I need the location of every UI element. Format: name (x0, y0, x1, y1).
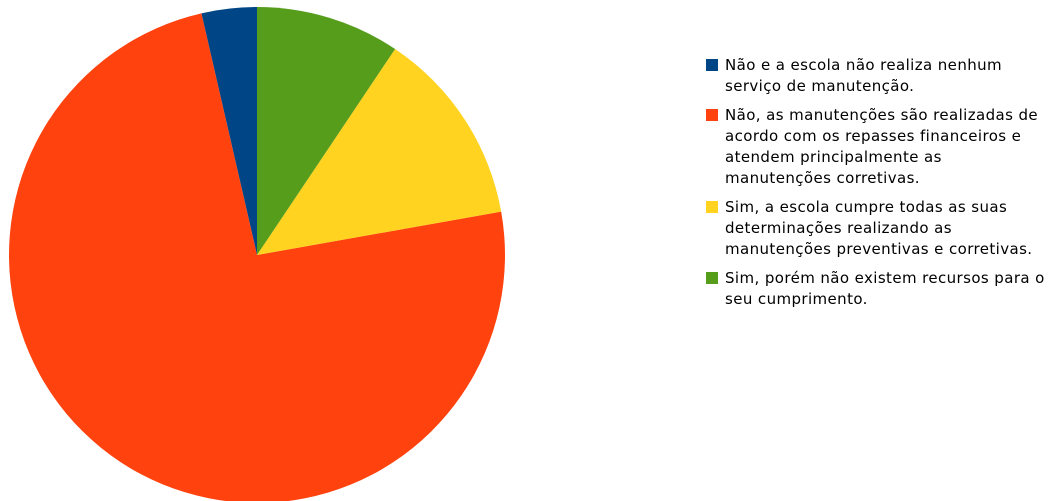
pie-slice (257, 7, 396, 255)
pie-slice (9, 13, 505, 501)
legend-item: Sim, a escola cumpre todas as suas deter… (706, 197, 1051, 260)
legend-label: Sim, a escola cumpre todas as suas deter… (725, 198, 1033, 258)
pie-slice (257, 49, 502, 255)
pie (9, 7, 505, 501)
legend-label: Não, as manutenções são realizadas de ac… (725, 106, 1039, 187)
pie-slice (201, 7, 257, 255)
legend-swatch (706, 109, 718, 121)
legend: Não e a escola não realiza nenhum serviç… (706, 55, 1051, 318)
legend-label: Sim, porém não existem recursos para o s… (725, 269, 1045, 308)
legend-swatch (706, 201, 718, 213)
legend-item: Não e a escola não realiza nenhum serviç… (706, 55, 1051, 97)
legend-label: Não e a escola não realiza nenhum serviç… (725, 56, 1003, 95)
legend-swatch (706, 272, 718, 284)
legend-item: Não, as manutenções são realizadas de ac… (706, 105, 1051, 189)
legend-item: Sim, porém não existem recursos para o s… (706, 268, 1051, 310)
legend-swatch (706, 59, 718, 71)
